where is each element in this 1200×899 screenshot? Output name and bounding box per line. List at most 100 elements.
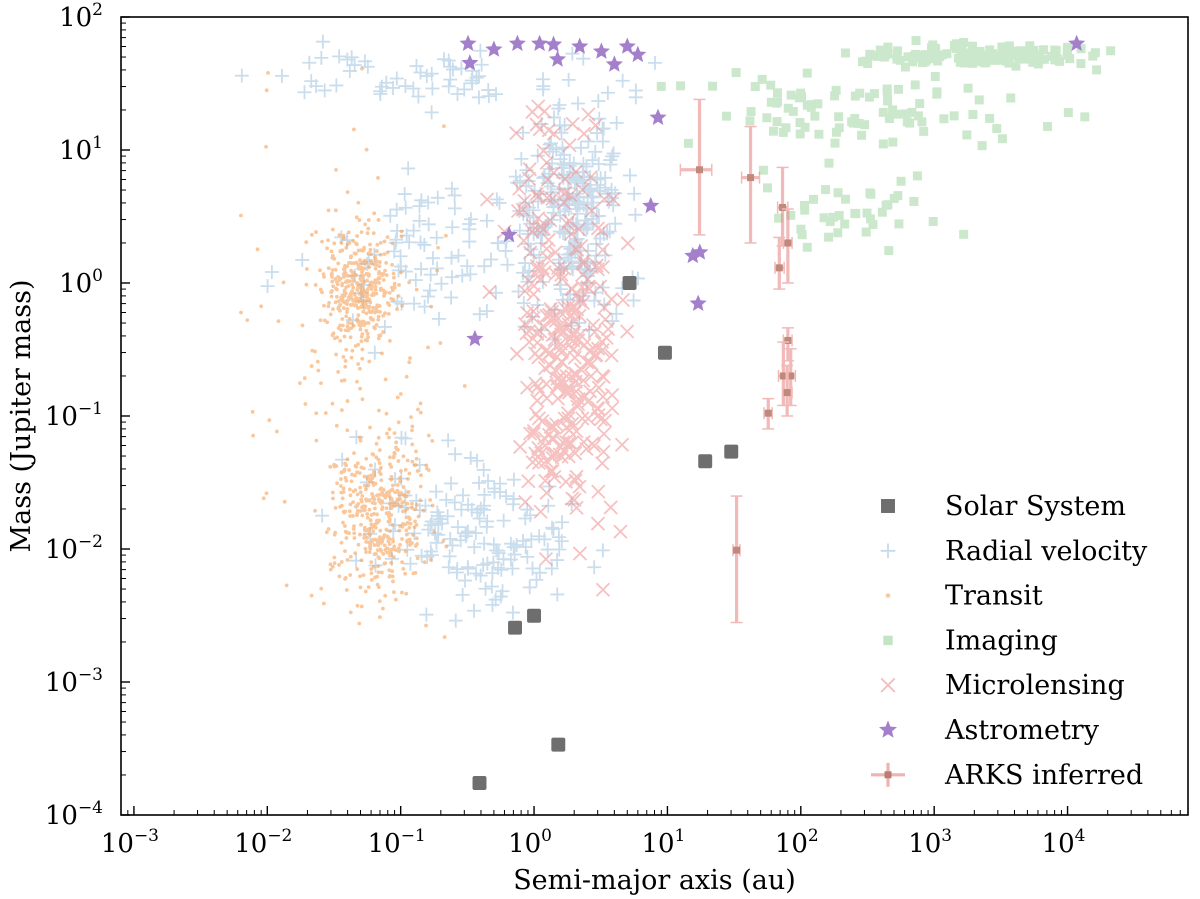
microlensing-point bbox=[543, 213, 558, 228]
transit-point bbox=[407, 516, 412, 520]
transit-point bbox=[355, 281, 360, 285]
radial-velocity-point bbox=[451, 248, 466, 263]
transit-point bbox=[390, 487, 395, 492]
microlensing-point bbox=[563, 226, 579, 242]
radial-velocity-point bbox=[360, 59, 375, 74]
radial-velocity-point bbox=[561, 72, 576, 87]
transit-point bbox=[377, 333, 382, 338]
transit-point bbox=[426, 433, 431, 438]
legend-item-solar-system: Solar System bbox=[881, 491, 1126, 522]
imaging-point bbox=[800, 122, 810, 132]
imaging-point bbox=[980, 58, 990, 68]
imaging-point bbox=[883, 42, 893, 52]
imaging-point bbox=[992, 124, 1002, 134]
radial-velocity-point bbox=[598, 248, 613, 263]
transit-point bbox=[389, 477, 394, 482]
radial-velocity-point bbox=[516, 265, 531, 280]
transit-point bbox=[363, 487, 368, 492]
transit-point bbox=[302, 376, 307, 380]
transit-point bbox=[369, 578, 374, 582]
transit-point bbox=[337, 308, 342, 313]
transit-point bbox=[350, 472, 355, 477]
radial-velocity-point bbox=[555, 515, 570, 530]
radial-velocity-point bbox=[512, 223, 527, 238]
transit-point bbox=[355, 511, 360, 516]
transit-point bbox=[375, 242, 380, 247]
imaging-point bbox=[721, 111, 731, 121]
transit-point bbox=[303, 402, 308, 406]
transit-point bbox=[365, 476, 370, 481]
microlensing-point bbox=[540, 172, 555, 187]
radial-velocity-point bbox=[444, 290, 459, 305]
astrometry-point bbox=[684, 246, 702, 264]
astrometry-point bbox=[592, 42, 610, 59]
imaging-point bbox=[1029, 45, 1039, 55]
microlensing-point bbox=[558, 474, 574, 489]
microlensing-point bbox=[565, 116, 580, 132]
transit-point bbox=[264, 144, 268, 149]
transit-point bbox=[347, 468, 351, 472]
transit-point bbox=[353, 551, 358, 556]
microlensing-point bbox=[604, 292, 619, 307]
transit-point bbox=[371, 305, 376, 310]
transit-point bbox=[416, 514, 421, 519]
transit-point bbox=[369, 477, 373, 482]
transit-point bbox=[428, 557, 433, 562]
microlensing-point bbox=[614, 437, 630, 452]
radial-velocity-point bbox=[493, 589, 508, 604]
arks-inferred-point bbox=[773, 236, 786, 290]
radial-velocity-point bbox=[462, 222, 477, 237]
imaging-point bbox=[656, 81, 666, 91]
transit-point bbox=[340, 496, 345, 501]
transit-point bbox=[407, 360, 412, 365]
transit-point bbox=[383, 561, 388, 566]
transit-point bbox=[372, 325, 377, 330]
transit-point bbox=[362, 245, 367, 250]
radial-velocity-point bbox=[429, 230, 444, 245]
transit-point bbox=[261, 496, 266, 501]
transit-point bbox=[339, 560, 344, 564]
transit-point bbox=[341, 233, 346, 238]
transit-point bbox=[319, 381, 323, 386]
transit-point bbox=[358, 438, 363, 443]
radial-velocity-point bbox=[605, 149, 620, 164]
transit-point bbox=[376, 408, 381, 413]
legend-marker-astrometry bbox=[879, 720, 897, 738]
transit-point bbox=[391, 539, 396, 544]
imaging-point bbox=[819, 213, 829, 223]
radial-velocity-point bbox=[441, 53, 456, 68]
transit-point bbox=[358, 585, 363, 590]
transit-point bbox=[345, 557, 350, 562]
microlensing-point bbox=[528, 406, 544, 422]
transit-point bbox=[383, 268, 387, 273]
microlensing-point bbox=[565, 491, 580, 506]
transit-point bbox=[378, 288, 383, 292]
microlensing-point bbox=[576, 256, 591, 272]
legend-marker-imaging bbox=[883, 635, 893, 646]
transit-point bbox=[318, 318, 323, 323]
transit-point bbox=[358, 490, 363, 495]
radial-velocity-point bbox=[468, 526, 483, 541]
transit-point bbox=[418, 410, 423, 415]
radial-velocity-point bbox=[429, 484, 444, 499]
transit-point bbox=[376, 555, 381, 560]
radial-velocity-point bbox=[484, 579, 499, 594]
radial-velocity-point bbox=[491, 236, 506, 251]
radial-velocity-point bbox=[430, 505, 445, 520]
transit-point bbox=[386, 312, 391, 316]
transit-point bbox=[359, 230, 364, 235]
radial-velocity-point bbox=[477, 259, 492, 274]
transit-point bbox=[392, 281, 397, 286]
imaging-point bbox=[796, 224, 806, 234]
radial-velocity-point bbox=[409, 59, 424, 74]
transit-point bbox=[362, 508, 367, 512]
astrometry-point bbox=[689, 294, 707, 311]
imaging-point bbox=[866, 189, 876, 199]
transit-point bbox=[349, 268, 354, 273]
microlensing-point bbox=[560, 216, 575, 231]
transit-point bbox=[309, 364, 314, 368]
radial-velocity-point bbox=[591, 208, 606, 223]
astrometry-point bbox=[508, 34, 526, 51]
astrometry-point bbox=[649, 108, 667, 125]
transit-point bbox=[374, 551, 378, 556]
